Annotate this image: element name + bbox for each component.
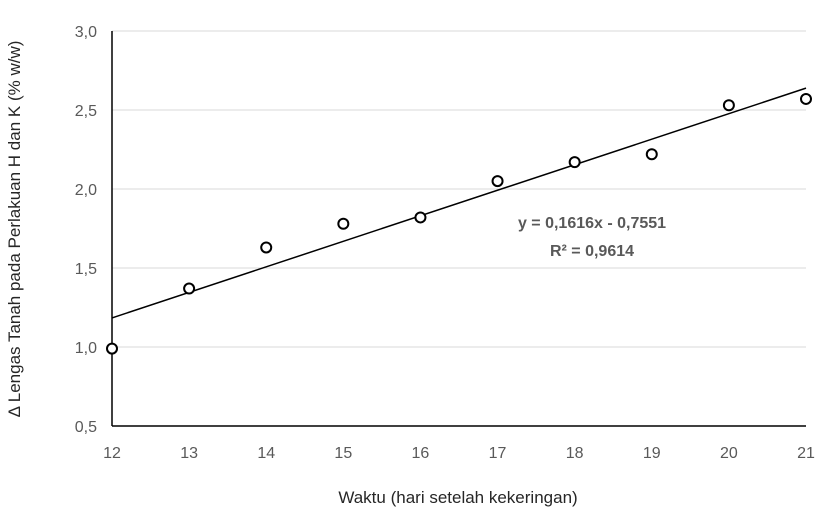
data-point — [337, 217, 350, 230]
y-tick-label: 1,0 — [75, 340, 97, 357]
trendline-equation: y = 0,1616x - 0,7551 — [518, 215, 666, 232]
grid-lines — [112, 30, 806, 348]
y-tick-label: 3,0 — [75, 24, 97, 41]
trendline — [111, 87, 807, 319]
x-tick-label: 13 — [180, 445, 198, 462]
data-point — [568, 156, 581, 169]
data-point — [491, 175, 504, 188]
y-tick-label: 0,5 — [75, 419, 97, 436]
data-point — [260, 241, 273, 254]
x-tick-label: 21 — [797, 445, 815, 462]
data-point — [800, 92, 812, 105]
y-tick-label: 2,0 — [75, 182, 97, 199]
x-tick-label: 17 — [489, 445, 507, 462]
x-tick-label: 15 — [334, 445, 352, 462]
data-point — [722, 99, 735, 112]
x-tick-label: 20 — [720, 445, 738, 462]
trendline-r-squared: R² = 0,9614 — [550, 243, 634, 260]
x-tick-label: 12 — [103, 445, 121, 462]
y-tick-label: 2,5 — [75, 103, 97, 120]
x-tick-label: 18 — [566, 445, 584, 462]
tick-labels: 0,5 1,0 1,5 2,0 2,5 3,0 12 13 14 15 16 17 18 19 20 21 — [75, 24, 815, 462]
axes — [111, 31, 806, 427]
x-tick-label: 19 — [643, 445, 661, 462]
x-axis-title: Waktu (hari setelah kekeringan) — [338, 488, 577, 507]
y-axis-title: Δ Lengas Tanah pada Perlakuan H dan K (%… — [5, 41, 24, 418]
data-point — [414, 211, 427, 224]
y-tick-label: 1,5 — [75, 261, 97, 278]
data-point — [645, 148, 658, 161]
data-point — [183, 282, 196, 295]
x-tick-label: 16 — [412, 445, 430, 462]
trendline-group — [111, 87, 807, 319]
data-point — [106, 342, 118, 355]
x-tick-label: 14 — [257, 445, 275, 462]
data-points — [106, 92, 812, 355]
